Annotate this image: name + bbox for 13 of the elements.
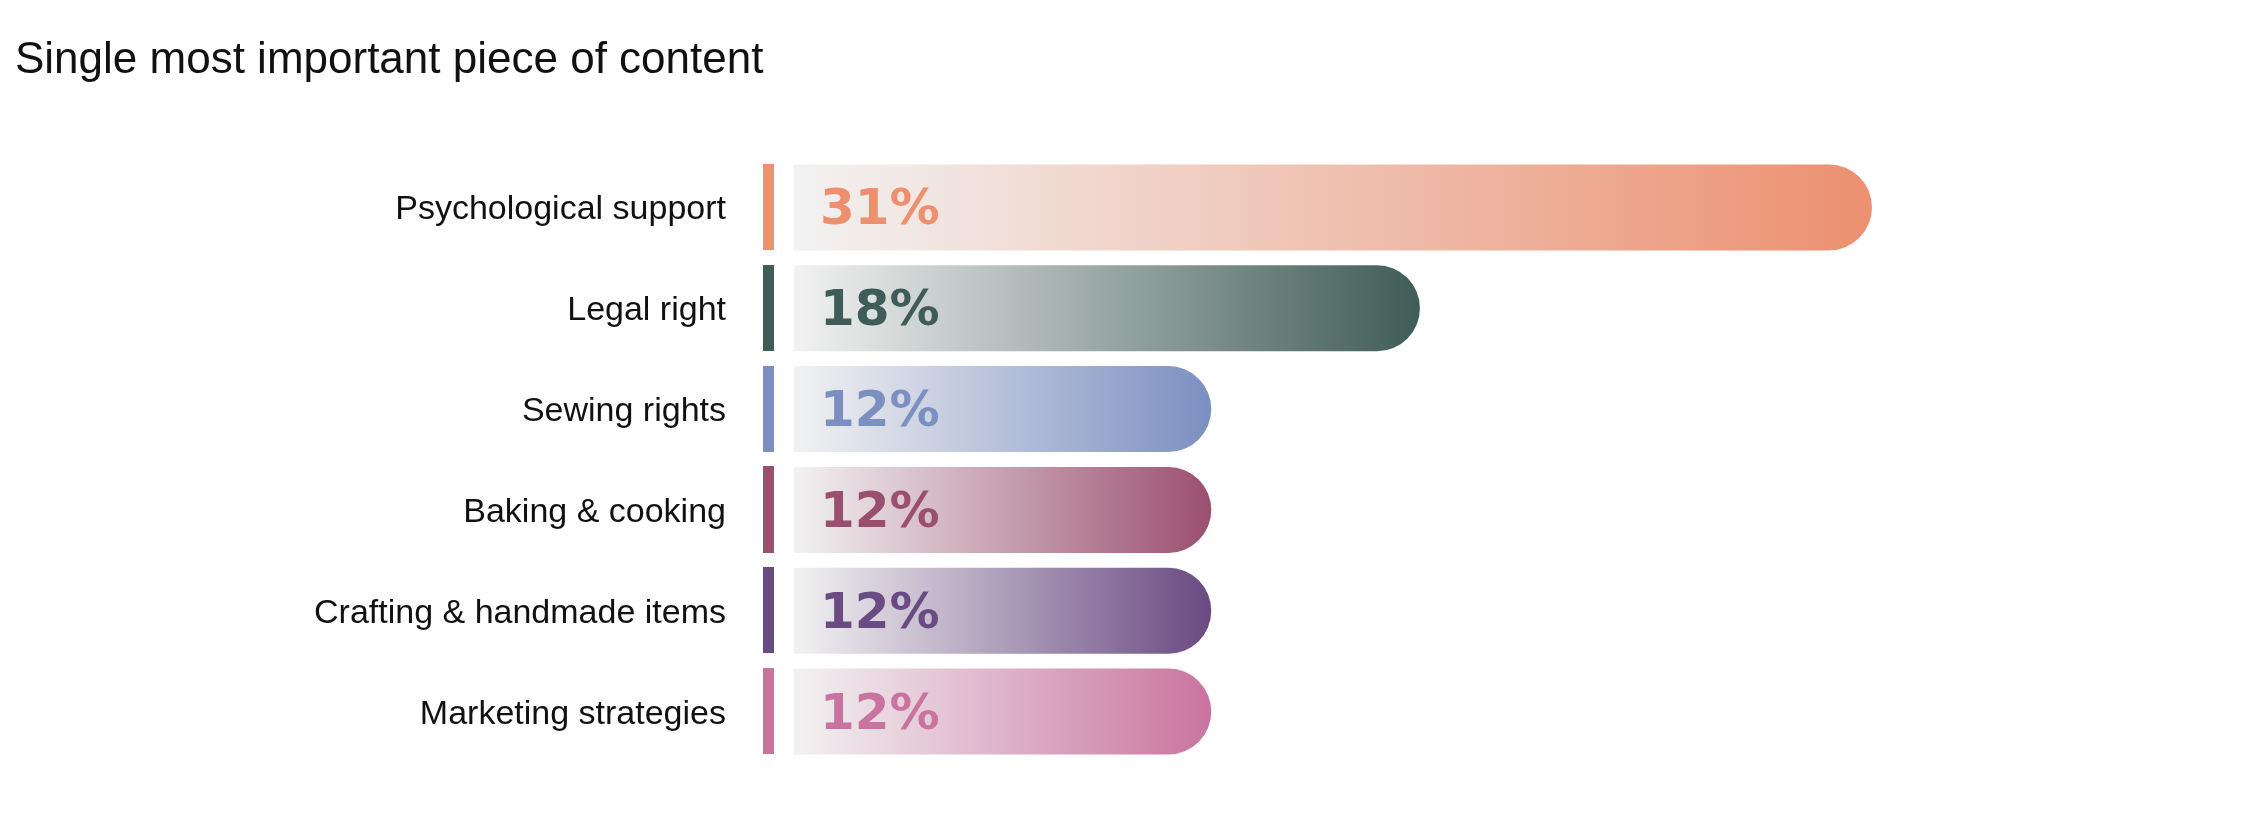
data-label: 12% bbox=[820, 480, 940, 539]
data-label: 12% bbox=[820, 682, 940, 741]
y-tick-label: Psychological support bbox=[395, 188, 727, 227]
text: Single most important piece of content bbox=[15, 32, 764, 82]
y-tick-label: Legal right bbox=[567, 289, 727, 328]
y-tick-label: Crafting & handmade items bbox=[314, 591, 726, 630]
y-tick-label: Marketing strategies bbox=[419, 692, 726, 731]
y-tick-label: Sewing rights bbox=[521, 390, 726, 429]
data-label: 18% bbox=[820, 279, 940, 338]
data-label: 12% bbox=[820, 380, 940, 439]
data-label: 31% bbox=[820, 178, 940, 237]
data-label: 12% bbox=[820, 581, 940, 640]
y-tick-label: Baking & cooking bbox=[463, 490, 726, 529]
